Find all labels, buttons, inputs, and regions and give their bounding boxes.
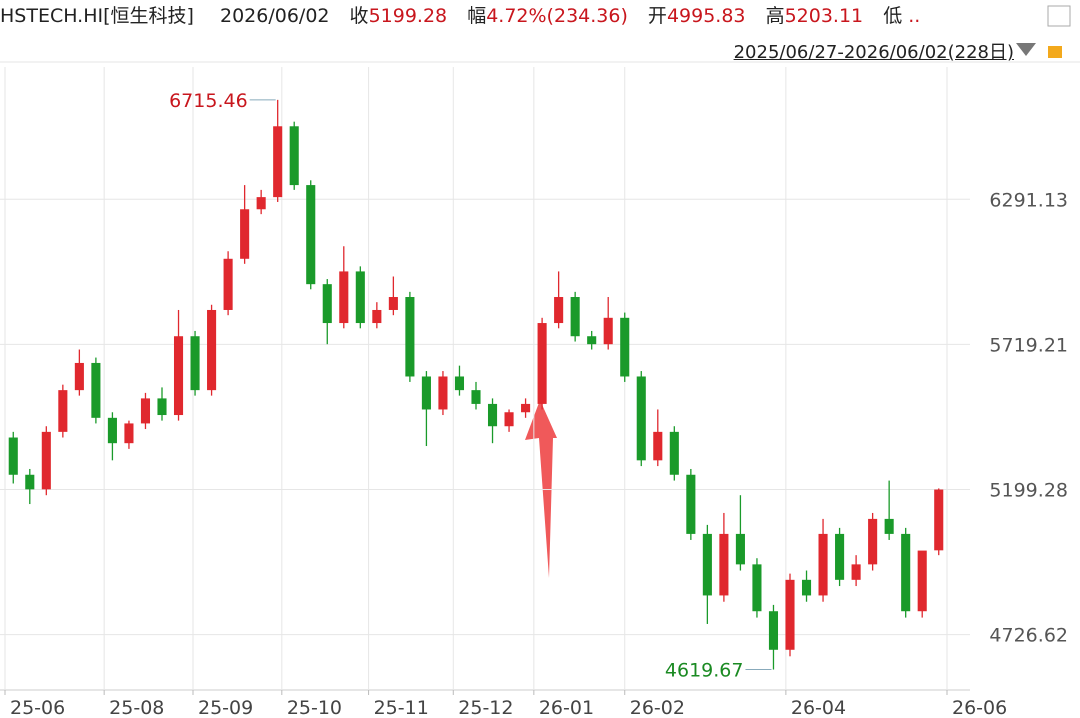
- candle-body: [801, 579, 812, 596]
- x-tick-label: 25-12: [458, 697, 513, 718]
- candle-body: [818, 533, 828, 596]
- candle-body: [322, 284, 332, 324]
- candle-body: [901, 533, 911, 612]
- candle-body: [554, 297, 564, 324]
- candle-body: [173, 336, 184, 416]
- candle-body: [487, 403, 498, 427]
- candle-body: [438, 376, 448, 410]
- range-dropdown: [1016, 43, 1036, 56]
- x-tick-label: 25-10: [287, 697, 342, 718]
- candle-body: [355, 271, 365, 324]
- high-label: 高: [765, 5, 785, 27]
- low: ..: [902, 5, 921, 27]
- change: 4.72%(234.36): [486, 5, 628, 27]
- candle-body: [835, 533, 845, 580]
- candle-body: [735, 533, 745, 565]
- lock-icon: [1048, 46, 1062, 58]
- candle-body: [8, 437, 18, 475]
- candle-body: [653, 431, 663, 461]
- annotation-label: 6715.46: [169, 90, 248, 112]
- candle-body: [25, 474, 35, 490]
- high: 5203.11: [784, 5, 864, 27]
- candle-body: [240, 209, 250, 259]
- candle-body: [719, 533, 729, 596]
- quote-header: HSTECH.HI[恒生科技] 2026/06/02 收5199.28 幅4.7…: [0, 0, 1080, 32]
- candle-body: [289, 126, 299, 186]
- close: 5199.28: [368, 5, 448, 27]
- candle-body: [868, 518, 878, 565]
- candle-body: [669, 431, 679, 475]
- candle-body: [140, 398, 151, 424]
- close-label: 收: [349, 5, 369, 27]
- candle-body: [41, 431, 51, 490]
- candle-body: [306, 185, 316, 285]
- candle-body: [207, 309, 217, 391]
- x-tick-label: 25-08: [109, 697, 164, 718]
- candle-body: [537, 323, 547, 404]
- candle-body: [372, 309, 382, 324]
- annotation-label: 4619.67: [665, 660, 744, 682]
- x-tick-label: 26-02: [630, 697, 685, 718]
- candle-body: [686, 474, 696, 534]
- candle-body: [521, 403, 531, 413]
- candle-body: [917, 550, 927, 612]
- candle-body: [934, 489, 944, 551]
- y-tick-label: 5719.21: [989, 334, 1068, 356]
- candle-body: [702, 533, 712, 596]
- x-tick-label: 25-09: [198, 697, 253, 718]
- candle-body: [636, 376, 646, 461]
- candle-body: [157, 398, 167, 416]
- candle-body: [107, 417, 117, 444]
- x-tick-label: 25-11: [374, 697, 429, 718]
- candle-body: [74, 362, 84, 391]
- candle-body: [223, 258, 233, 310]
- candle-body: [504, 412, 514, 427]
- arrow-annotation: [525, 400, 557, 578]
- candle-body: [768, 611, 779, 650]
- candle-body: [851, 564, 861, 580]
- candle-body: [570, 297, 580, 337]
- open-label: 开: [647, 5, 667, 27]
- candle-body: [587, 336, 597, 345]
- x-tick-label: 26-01: [539, 697, 594, 718]
- y-tick-label: 5199.28: [989, 480, 1068, 502]
- x-tick-label: 25-06: [10, 697, 65, 718]
- change-label: 幅: [467, 5, 487, 27]
- candle-body: [190, 336, 200, 391]
- candle-body: [91, 362, 101, 418]
- candle-body: [58, 390, 68, 432]
- candle-body: [454, 376, 465, 391]
- candle-body: [620, 317, 630, 377]
- candle-body: [388, 297, 398, 310]
- candle-body: [256, 197, 266, 210]
- low-label: 低: [883, 5, 903, 27]
- open: 4995.83: [666, 5, 746, 27]
- y-tick-label: 4726.62: [989, 625, 1068, 647]
- x-tick-label: 26-06: [952, 697, 1007, 718]
- candle-body: [752, 564, 762, 612]
- candle-body: [421, 376, 431, 410]
- candle-body: [339, 271, 349, 324]
- candle-body: [273, 126, 283, 198]
- x-tick-label: 26-04: [791, 697, 846, 718]
- y-tick-label: 6291.13: [989, 189, 1068, 211]
- candle-body: [884, 518, 894, 534]
- symbol: HSTECH.HI[恒生科技]: [0, 5, 194, 27]
- candle-body: [785, 579, 795, 650]
- candle-body: [405, 297, 415, 377]
- date: 2026/06/02: [219, 5, 330, 27]
- candle-body: [603, 317, 613, 345]
- candle-body: [124, 423, 134, 444]
- date-range[interactable]: 2025/06/27-2026/06/02(228日): [733, 42, 1014, 63]
- candle-body: [471, 390, 481, 404]
